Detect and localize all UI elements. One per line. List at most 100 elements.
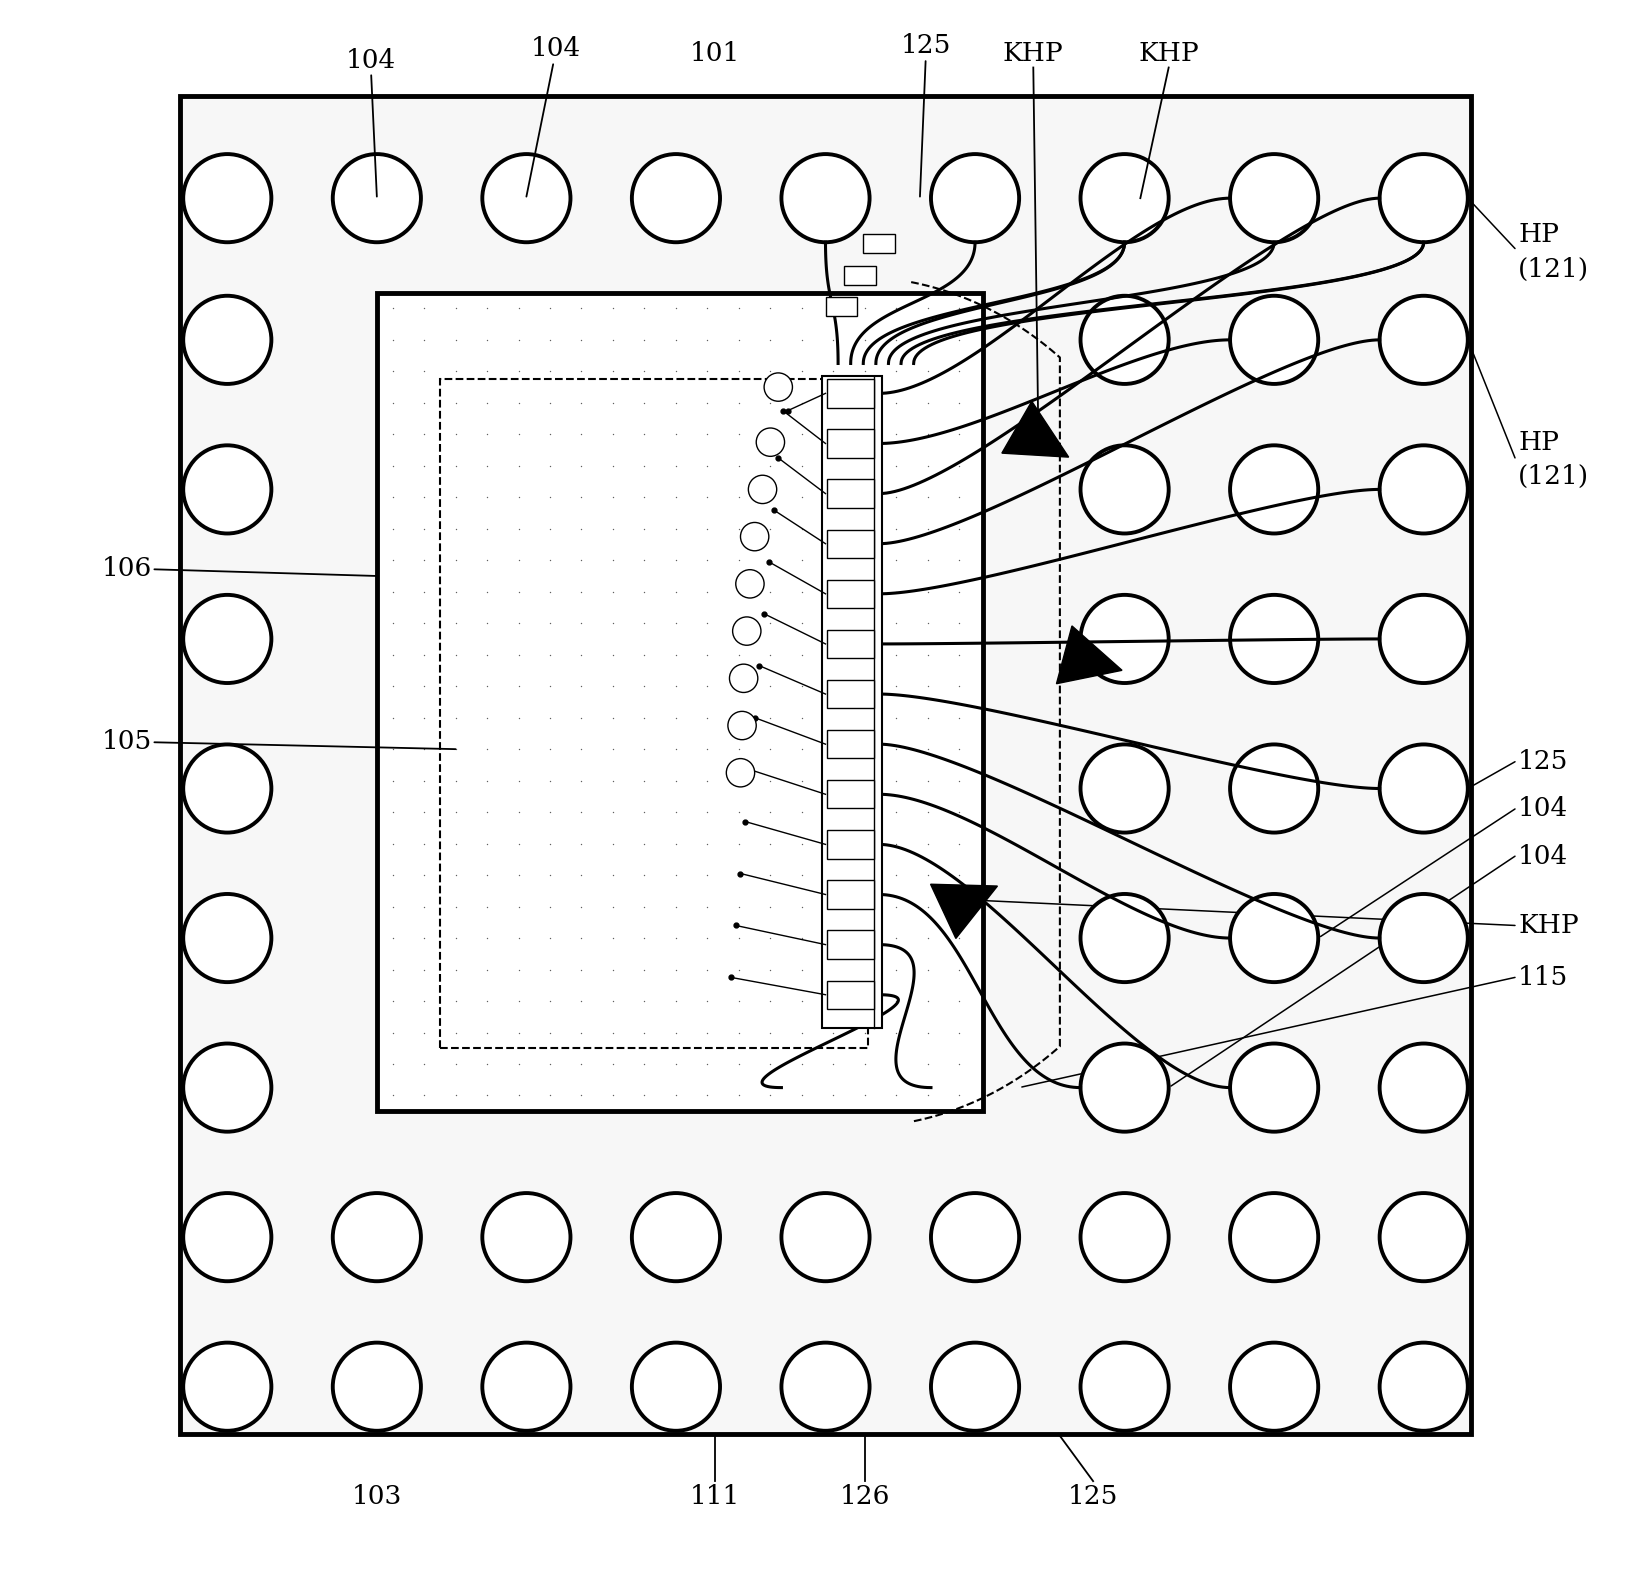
Circle shape (334, 1194, 421, 1281)
Circle shape (183, 744, 271, 833)
Circle shape (632, 1342, 720, 1430)
Text: (121): (121) (1519, 257, 1590, 282)
Text: 115: 115 (1519, 965, 1568, 990)
Circle shape (1230, 155, 1317, 243)
Circle shape (1380, 1044, 1468, 1132)
Circle shape (183, 155, 271, 243)
Circle shape (1230, 894, 1317, 982)
Text: KHP: KHP (1519, 913, 1578, 938)
Bar (827, 981, 875, 1009)
Circle shape (1080, 155, 1169, 243)
Circle shape (1380, 1342, 1468, 1430)
Text: (121): (121) (1519, 464, 1590, 489)
Circle shape (781, 1194, 870, 1281)
Circle shape (334, 1342, 421, 1430)
Circle shape (1380, 744, 1468, 833)
Bar (827, 930, 875, 959)
Bar (844, 267, 877, 285)
Circle shape (1080, 894, 1169, 982)
Circle shape (1230, 1044, 1317, 1132)
Text: 125: 125 (1068, 1484, 1118, 1509)
Text: 104: 104 (345, 47, 396, 197)
Bar (827, 378, 875, 407)
Circle shape (1080, 744, 1169, 833)
Circle shape (741, 522, 769, 550)
Circle shape (733, 617, 761, 645)
Text: 106: 106 (101, 557, 376, 580)
Circle shape (632, 155, 720, 243)
Text: KHP: KHP (1138, 41, 1199, 66)
Circle shape (632, 1194, 720, 1281)
Polygon shape (1002, 401, 1068, 457)
Circle shape (183, 445, 271, 533)
Circle shape (1080, 1194, 1169, 1281)
Bar (827, 429, 875, 457)
Circle shape (1380, 595, 1468, 683)
Bar (827, 580, 875, 609)
Circle shape (931, 1194, 1019, 1281)
Text: 125: 125 (901, 33, 951, 197)
Bar (827, 730, 875, 759)
Circle shape (482, 1342, 571, 1430)
Circle shape (1380, 1194, 1468, 1281)
Circle shape (1380, 296, 1468, 383)
Circle shape (748, 475, 776, 503)
Circle shape (334, 155, 421, 243)
Polygon shape (1057, 626, 1123, 684)
Circle shape (183, 595, 271, 683)
Bar (827, 680, 875, 708)
Circle shape (1230, 744, 1317, 833)
Circle shape (183, 1044, 271, 1132)
Text: 105: 105 (101, 729, 456, 754)
Circle shape (1230, 1194, 1317, 1281)
Text: KHP: KHP (1002, 41, 1063, 66)
Circle shape (183, 1194, 271, 1281)
Text: 104: 104 (1519, 844, 1568, 869)
Bar (827, 880, 875, 908)
Circle shape (1230, 445, 1317, 533)
Circle shape (781, 155, 870, 243)
Circle shape (1230, 296, 1317, 383)
Text: 111: 111 (690, 1484, 740, 1509)
Circle shape (756, 427, 784, 456)
Circle shape (781, 1342, 870, 1430)
Bar (827, 530, 875, 558)
Bar (826, 298, 857, 317)
Circle shape (931, 155, 1019, 243)
Text: HP: HP (1519, 222, 1559, 248)
Text: 126: 126 (840, 1484, 890, 1509)
Circle shape (482, 155, 571, 243)
Circle shape (1380, 155, 1468, 243)
Circle shape (482, 1194, 571, 1281)
Circle shape (1080, 445, 1169, 533)
Bar (439, 378, 868, 1049)
Bar (827, 479, 875, 508)
Text: 101: 101 (690, 41, 740, 66)
Bar (827, 830, 875, 858)
Circle shape (1380, 894, 1468, 982)
Circle shape (1230, 1342, 1317, 1430)
Circle shape (1080, 296, 1169, 383)
Circle shape (1380, 445, 1468, 533)
Bar (376, 293, 982, 1112)
Circle shape (764, 372, 792, 401)
Circle shape (1080, 595, 1169, 683)
Circle shape (728, 711, 756, 740)
Circle shape (1230, 595, 1317, 683)
Circle shape (183, 894, 271, 982)
Polygon shape (931, 885, 997, 938)
Bar (863, 235, 895, 254)
Text: 104: 104 (1519, 796, 1568, 822)
Circle shape (183, 296, 271, 383)
Text: 103: 103 (352, 1484, 403, 1509)
Text: 104: 104 (527, 36, 581, 197)
Circle shape (736, 569, 764, 598)
Text: 125: 125 (1519, 749, 1568, 774)
Bar (822, 375, 882, 1028)
Circle shape (1080, 1044, 1169, 1132)
Circle shape (183, 1342, 271, 1430)
Circle shape (730, 664, 758, 692)
Circle shape (931, 1342, 1019, 1430)
Circle shape (1080, 1342, 1169, 1430)
Text: HP: HP (1519, 429, 1559, 454)
